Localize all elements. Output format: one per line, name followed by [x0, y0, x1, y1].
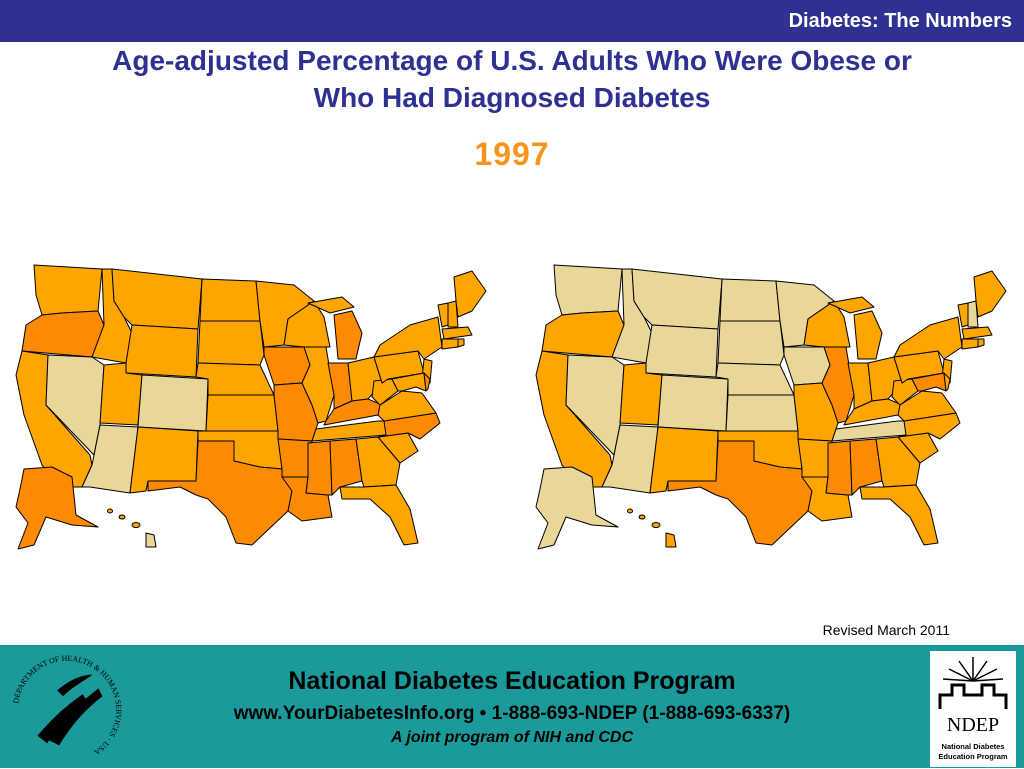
ndep-logo-text: NDEP	[947, 714, 999, 736]
state-mississippi	[825, 440, 853, 496]
state-rhode-island	[457, 338, 465, 348]
state-alabama	[849, 438, 883, 496]
state-oregon	[541, 310, 625, 358]
state-massachusetts	[961, 326, 993, 340]
ndep-logo: NDEP National Diabetes Education Program	[930, 651, 1016, 767]
state-vermont	[957, 302, 969, 328]
state-alabama	[329, 438, 363, 496]
slide-title: Age-adjusted Percentage of U.S. Adults W…	[0, 42, 1024, 116]
state-michigan-up	[827, 296, 875, 314]
state-north-dakota	[719, 278, 781, 322]
state-delaware	[423, 372, 431, 392]
state-kentucky	[323, 398, 383, 426]
state-wisconsin	[283, 300, 331, 348]
state-oregon	[21, 310, 105, 358]
state-michigan	[333, 310, 363, 360]
state-mississippi	[305, 440, 333, 496]
state-washington	[553, 264, 623, 316]
state-kansas	[205, 394, 279, 432]
state-north-dakota	[199, 278, 261, 322]
state-hawaii-oahu	[638, 514, 646, 520]
state-maine	[453, 270, 487, 318]
state-new-hampshire	[447, 300, 459, 328]
revised-date: Revised March 2011	[822, 622, 950, 638]
state-texas	[667, 440, 813, 546]
state-hawaii-maui	[131, 522, 141, 528]
state-hawaii-big	[665, 532, 677, 548]
section-title: Diabetes: The Numbers	[788, 10, 1012, 32]
state-florida	[859, 484, 939, 546]
state-hawaii-kauai	[107, 508, 113, 514]
contact-line: www.YourDiabetesInfo.org • 1-888-693-NDE…	[233, 703, 791, 724]
state-wyoming	[125, 324, 199, 378]
state-alaska	[535, 466, 619, 550]
state-connecticut	[961, 338, 979, 350]
state-florida	[339, 484, 419, 546]
state-maine	[973, 270, 1007, 318]
ndep-caption-1: National Diabetes	[942, 742, 1005, 751]
state-hawaii-maui	[651, 522, 661, 528]
state-massachusetts	[441, 326, 473, 340]
state-north-carolina	[377, 412, 441, 440]
state-rhode-island	[977, 338, 985, 348]
title-line-2: Who Had Diagnosed Diabetes	[313, 82, 711, 113]
us-map-obesity	[15, 264, 487, 550]
state-south-dakota	[197, 320, 265, 366]
year-label: 1997	[474, 136, 550, 172]
state-wyoming	[645, 324, 719, 378]
state-nebraska	[715, 362, 795, 396]
state-arkansas	[277, 438, 313, 478]
tagline: A joint program of NIH and CDC	[390, 729, 634, 746]
state-hawaii-oahu	[118, 514, 126, 520]
state-colorado	[137, 374, 209, 432]
header-bar: Diabetes: The Numbers	[0, 0, 1024, 42]
state-new-york	[893, 316, 963, 360]
state-hawaii-kauai	[627, 508, 633, 514]
state-connecticut	[441, 338, 459, 350]
us-map-diabetes	[535, 264, 1007, 550]
state-colorado	[657, 374, 729, 432]
title-line-1: Age-adjusted Percentage of U.S. Adults W…	[112, 45, 912, 76]
state-south-dakota	[717, 320, 785, 366]
state-michigan	[853, 310, 883, 360]
state-nebraska	[195, 362, 275, 396]
state-new-york	[373, 316, 443, 360]
org-name: National Diabetes Education Program	[288, 667, 736, 695]
state-kentucky	[843, 398, 903, 426]
state-delaware	[943, 372, 951, 392]
state-texas	[147, 440, 293, 546]
state-washington	[33, 264, 103, 316]
state-wisconsin	[803, 300, 851, 348]
state-alaska	[15, 466, 99, 550]
state-new-hampshire	[967, 300, 979, 328]
ndep-caption-2: Education Program	[938, 752, 1008, 761]
state-hawaii-big	[145, 532, 157, 548]
state-michigan-up	[307, 296, 355, 314]
hhs-seal-logo: DEPARTMENT OF HEALTH & HUMAN SERVICES · …	[11, 654, 123, 757]
state-arkansas	[797, 438, 833, 478]
footer: DEPARTMENT OF HEALTH & HUMAN SERVICES · …	[0, 645, 1024, 768]
state-north-carolina	[897, 412, 961, 440]
state-kansas	[725, 394, 799, 432]
state-vermont	[437, 302, 449, 328]
